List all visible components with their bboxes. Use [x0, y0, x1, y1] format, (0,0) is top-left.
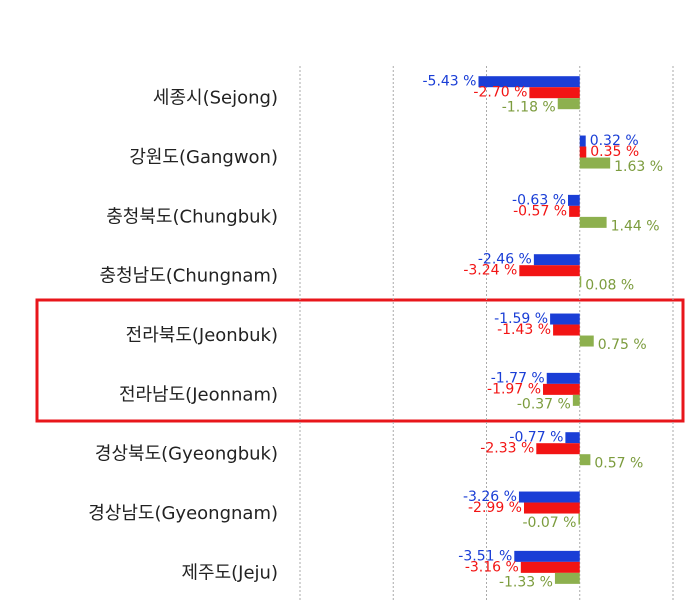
bar: [550, 313, 580, 325]
value-label: 1.63 %: [614, 159, 663, 175]
category-label: 전라북도(Jeonbuk): [126, 325, 278, 346]
bar: [520, 561, 580, 573]
bar: [554, 572, 580, 584]
value-label: -3.16 %: [465, 559, 519, 575]
bar: [579, 454, 591, 466]
bar: [546, 372, 580, 384]
bar: [579, 335, 594, 347]
bar: [579, 216, 607, 228]
value-label: -3.51 %: [458, 548, 512, 564]
bar: [519, 265, 580, 277]
bar: [569, 205, 580, 217]
value-label: -0.37 %: [517, 396, 571, 412]
bar: [565, 432, 580, 444]
bar: [478, 76, 580, 88]
bar: [579, 157, 611, 169]
value-label: -3.24 %: [463, 263, 517, 279]
bar: [518, 491, 580, 503]
value-label: -5.43 %: [422, 74, 476, 90]
bar: [572, 394, 580, 406]
bar: [579, 276, 582, 288]
value-label: -3.26 %: [463, 489, 517, 505]
bar: [523, 502, 580, 514]
bar: [578, 513, 580, 525]
value-label: -0.63 %: [512, 192, 566, 208]
category-label: 경상남도(Gyeongnam): [88, 503, 278, 524]
bar: [568, 194, 580, 206]
category-label: 제주도(Jeju): [181, 562, 278, 583]
value-label: -1.77 %: [491, 370, 545, 386]
value-label: -1.43 %: [497, 322, 551, 338]
value-label: -1.33 %: [499, 574, 553, 590]
bar: [543, 383, 580, 395]
value-label: 0.08 %: [585, 278, 634, 294]
value-label: -2.99 %: [468, 500, 522, 516]
value-label: 1.44 %: [611, 218, 660, 234]
bar: [529, 87, 580, 99]
value-label: -2.46 %: [478, 252, 532, 268]
value-label: 0.32 %: [590, 133, 639, 149]
value-label: 0.75 %: [598, 337, 647, 353]
value-label: -2.70 %: [473, 85, 527, 101]
value-label: -1.97 %: [487, 381, 541, 397]
bar: [553, 324, 580, 336]
bar: [533, 254, 580, 266]
bar: [557, 98, 580, 110]
category-label: 충청북도(Chungbuk): [106, 206, 278, 227]
category-label: 세종시(Sejong): [153, 88, 278, 109]
value-label: -1.59 %: [494, 311, 548, 327]
category-label: 경상북도(Gyeongbuk): [95, 444, 278, 465]
value-label: 0.35 %: [590, 144, 639, 160]
bar: [514, 550, 580, 562]
value-label: 0.57 %: [594, 456, 643, 472]
value-label: -1.18 %: [502, 100, 556, 116]
bar: [579, 146, 587, 158]
value-label: -0.57 %: [513, 203, 567, 219]
bar: [579, 135, 586, 147]
highlight-box: [35, 298, 685, 423]
value-label: -0.77 %: [509, 430, 563, 446]
category-label: 전라남도(Jeonnam): [119, 384, 278, 405]
value-label: -2.33 %: [480, 441, 534, 457]
bar: [536, 443, 580, 455]
category-label: 강원도(Gangwon): [129, 147, 278, 168]
value-label: -0.07 %: [522, 515, 576, 531]
category-label: 충청남도(Chungnam): [100, 266, 278, 287]
